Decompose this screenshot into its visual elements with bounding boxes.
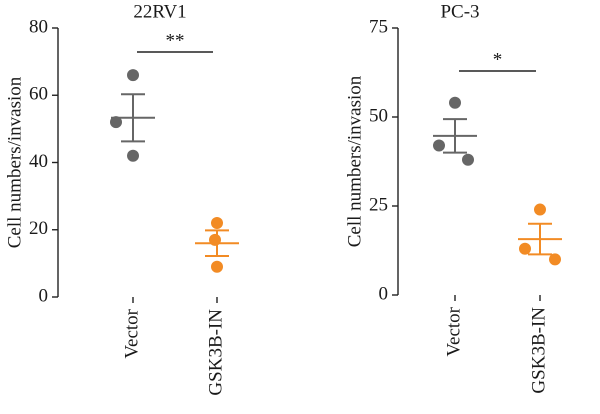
data-point bbox=[519, 242, 531, 255]
error-bar bbox=[205, 229, 229, 257]
data-point bbox=[462, 153, 474, 166]
y-tick-label: 50 bbox=[369, 105, 388, 126]
data-point bbox=[449, 96, 461, 109]
y-tick-label: 60 bbox=[29, 84, 48, 105]
data-point bbox=[549, 253, 561, 266]
data-point bbox=[127, 149, 139, 162]
x-tick-label: Vector bbox=[121, 308, 142, 358]
y-tick-label: 0 bbox=[39, 285, 49, 306]
data-point bbox=[211, 217, 223, 230]
y-axis-label: Cell numbers/invasion bbox=[344, 75, 365, 247]
error-bar bbox=[443, 118, 467, 154]
data-point bbox=[127, 69, 139, 82]
significance-label: * bbox=[493, 49, 503, 70]
chart-title: 22RV1 bbox=[133, 1, 186, 22]
y-tick-label: 75 bbox=[369, 16, 388, 37]
y-axis-label: Cell numbers/invasion bbox=[4, 76, 25, 248]
y-tick-label: 80 bbox=[29, 16, 48, 37]
significance-label: ** bbox=[166, 30, 185, 51]
error-bar bbox=[121, 93, 145, 143]
data-point bbox=[534, 203, 546, 216]
data-point bbox=[433, 139, 445, 152]
x-tick-label: GSK3B-IN bbox=[528, 307, 549, 394]
x-tick-label: Vector bbox=[443, 306, 464, 356]
error-bar bbox=[528, 222, 552, 256]
y-tick-label: 40 bbox=[29, 151, 48, 172]
data-point bbox=[211, 260, 223, 273]
y-tick-label: 20 bbox=[29, 218, 48, 239]
x-tick-label: GSK3B-IN bbox=[205, 309, 226, 396]
chart-title: PC-3 bbox=[440, 1, 479, 22]
data-point bbox=[110, 116, 122, 129]
y-tick-label: 0 bbox=[379, 283, 389, 304]
y-tick-label: 25 bbox=[369, 194, 388, 215]
